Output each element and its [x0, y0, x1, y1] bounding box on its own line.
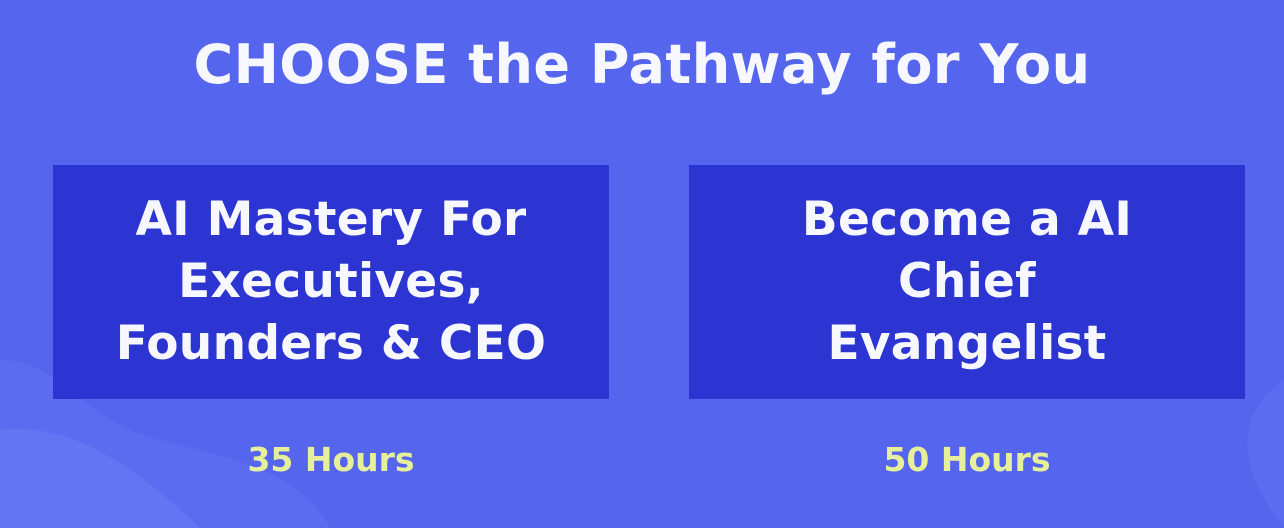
pathway-card-chief-evangelist[interactable]: Become a AI Chief Evangelist [689, 165, 1245, 399]
page-headline: CHOOSE the Pathway for You [193, 33, 1091, 96]
pathway-title-line: Chief [898, 254, 1036, 309]
pathway-title-line: Founders & CEO [115, 316, 547, 371]
pathway-title-line: Executives, [178, 254, 484, 309]
pathway-card-ai-mastery[interactable]: AI Mastery For Executives, Founders & CE… [53, 165, 609, 399]
pathway-duration-chief-evangelist: 50 Hours [883, 440, 1051, 479]
pathway-title-line: Evangelist [827, 316, 1107, 371]
pathway-title: AI Mastery For Executives, Founders & CE… [116, 189, 547, 375]
pathway-title: Become a AI Chief Evangelist [802, 189, 1132, 375]
pathway-duration-ai-mastery: 35 Hours [247, 440, 415, 479]
pathway-title-line: Become a AI [801, 192, 1133, 247]
pathway-title-line: AI Mastery For [135, 192, 527, 247]
